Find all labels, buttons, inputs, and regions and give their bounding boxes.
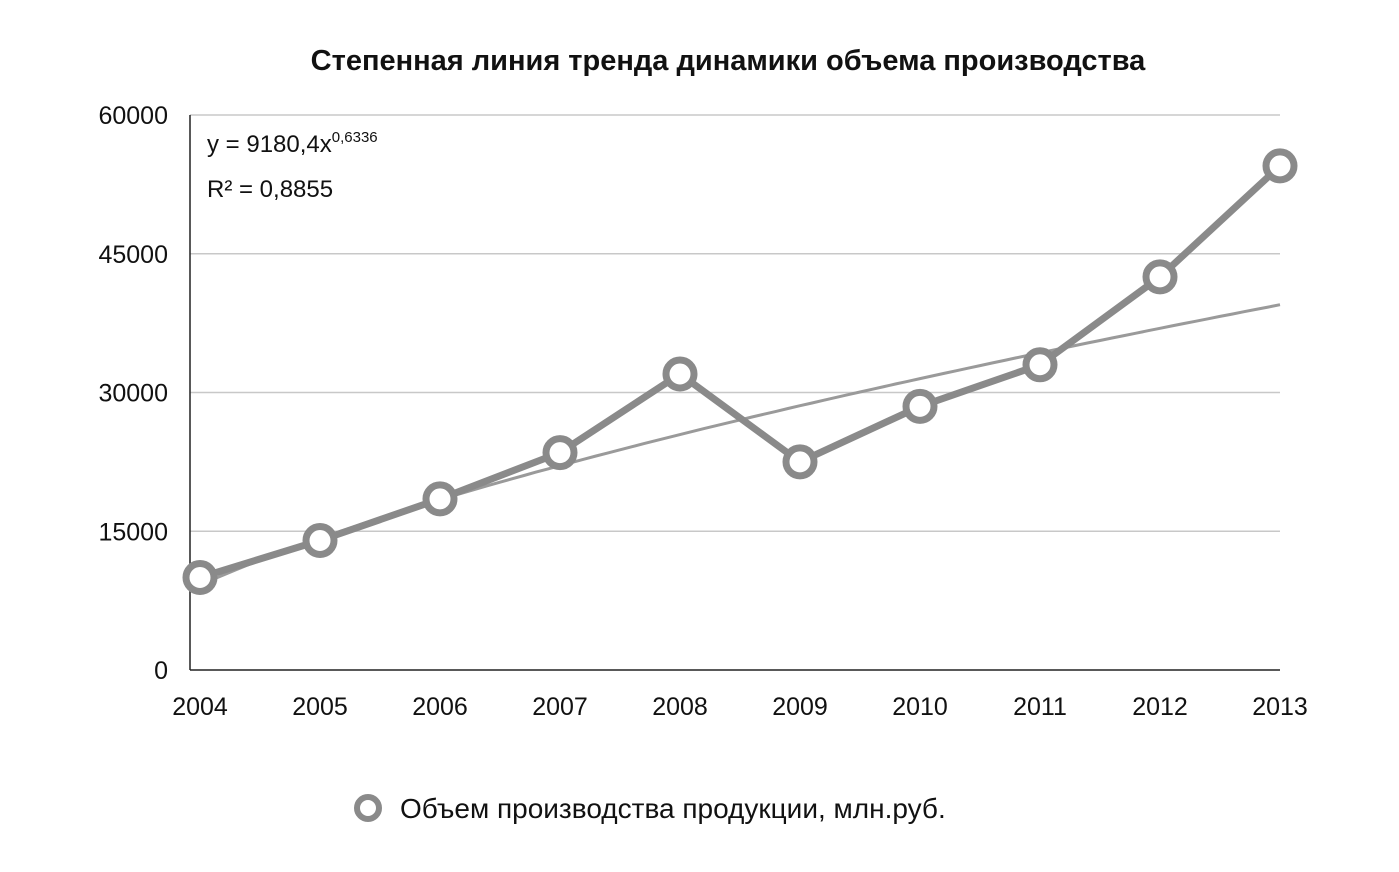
grid-lines	[190, 114, 1280, 532]
series-line	[198, 163, 1283, 581]
chart-title: Степенная линия тренда динамики объема п…	[311, 45, 1146, 77]
legend-entry: Объем производства продукции, млн.руб.	[400, 793, 946, 824]
y-tick-labels: 0 15000 30000 45000 60000	[98, 102, 168, 685]
data-point	[182, 560, 218, 595]
data-point	[422, 481, 458, 517]
series-layer	[182, 148, 1298, 595]
data-point	[1262, 148, 1298, 184]
r-squared-label: R² = 0,8855	[207, 176, 333, 203]
trendline-equation: y = 9180,4x0,6336 R² = 0,8855	[207, 129, 378, 203]
trendline	[199, 303, 1281, 587]
data-point	[782, 444, 818, 480]
x-tick-labels: 2004 2005 2006 2007 2008 2009 2010 2011 2012 2013	[172, 693, 1308, 721]
y-tick-label: 45000	[98, 241, 168, 269]
y-tick-label: 15000	[98, 518, 168, 546]
y-tick-label: 60000	[98, 102, 168, 130]
legend-marker-icon	[354, 794, 382, 822]
data-point	[1142, 259, 1178, 295]
y-tick-label: 30000	[98, 380, 168, 408]
x-tick-label: 2011	[1013, 693, 1067, 721]
x-tick-label: 2012	[1132, 693, 1188, 721]
x-tick-label: 2005	[292, 693, 348, 721]
data-point	[1022, 347, 1058, 383]
data-point	[662, 356, 698, 392]
equation-exponent: 0,6336	[332, 129, 378, 146]
x-tick-label: 2007	[532, 693, 588, 721]
data-point	[542, 435, 578, 471]
data-point	[902, 388, 938, 424]
legend: Объем производства продукции, млн.руб.	[354, 793, 946, 824]
x-tick-label: 2010	[892, 693, 948, 721]
trendline-layer	[199, 303, 1281, 587]
x-tick-label: 2013	[1252, 693, 1308, 721]
y-tick-label: 0	[154, 657, 168, 685]
equation-prefix: y = 9180,4x	[207, 131, 332, 158]
x-tick-label: 2004	[172, 693, 228, 721]
x-tick-label: 2006	[412, 693, 468, 721]
x-tick-label: 2008	[652, 693, 708, 721]
data-point	[302, 523, 338, 558]
svg-text:y = 9180,4x0,6336: y = 9180,4x0,6336	[207, 129, 378, 158]
x-tick-label: 2009	[772, 693, 828, 721]
